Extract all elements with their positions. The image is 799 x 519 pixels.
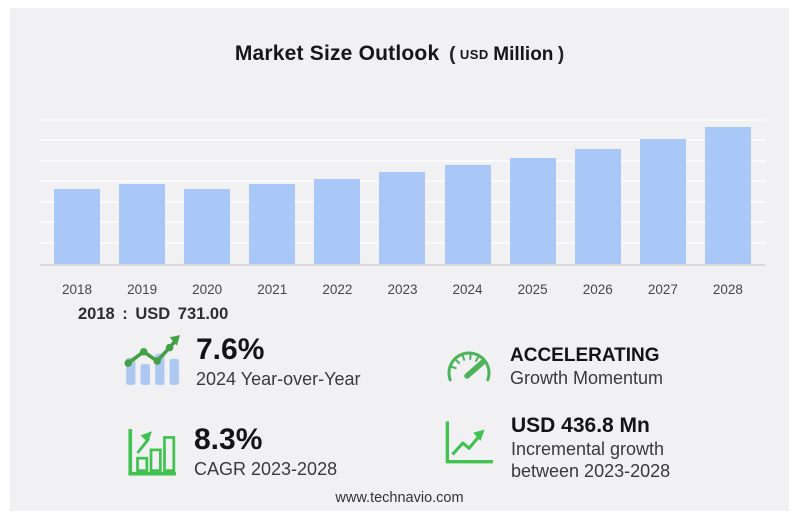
stat-incremental-label-line2: between 2023-2028: [511, 461, 671, 482]
bar-2019: [119, 184, 166, 264]
x-axis-label: 2024: [452, 282, 483, 297]
stat-incremental-label-line1: Incremental growth: [511, 439, 665, 460]
bar-2026: [574, 148, 621, 264]
x-axis-label: 2018: [61, 282, 93, 297]
title-paren-close: ): [557, 44, 565, 65]
bar-2024: [444, 164, 491, 264]
stat-cagr: 8.3% CAGR 2023-2028: [123, 423, 338, 486]
bar-2022: [314, 178, 361, 264]
x-axis-label: 2023: [387, 282, 418, 297]
title-unit: Million: [493, 44, 554, 65]
x-axis-label: 2020: [192, 282, 223, 297]
gridline: [40, 159, 765, 162]
bar-2025: [509, 157, 556, 264]
x-axis-label: 2027: [647, 282, 678, 297]
x-axis-label: 2028: [712, 282, 743, 297]
stat-momentum-value: ACCELERATING: [510, 345, 660, 366]
bar-2027: [639, 138, 686, 264]
chart-title: Market Size Outlook: [234, 42, 440, 65]
title-currency: USD: [459, 47, 489, 62]
bar-2018: [54, 189, 100, 264]
stat-cagr-value: 8.3%: [194, 423, 263, 456]
gridline: [40, 118, 765, 121]
bar-2021: [249, 184, 296, 264]
bar-chart-growth-icon: [123, 425, 179, 486]
gauge-icon: [443, 342, 495, 393]
stat-incremental: USD 436.8 Mn Incremental growth between …: [438, 415, 670, 483]
stat-momentum: ACCELERATING Growth Momentum: [443, 342, 663, 393]
stat-momentum-label: Growth Momentum: [510, 368, 664, 389]
bar-2028: [704, 127, 751, 264]
x-axis-label: 2026: [582, 282, 613, 297]
x-axis-label: 2025: [517, 282, 548, 297]
bar-2020: [184, 188, 231, 264]
x-axis-labels: 2018 2019 2020 2021 2022 2023 2024 2025 2026 2027…: [40, 274, 765, 297]
chart-plot: [40, 100, 765, 266]
stat-yoy-label: 2024 Year-over-Year: [196, 368, 361, 389]
bars-trend-up-icon: [123, 335, 181, 390]
bar-2023: [379, 171, 426, 264]
stat-yoy: 7.6% 2024 Year-over-Year: [123, 333, 361, 391]
stat-yoy-value: 7.6%: [196, 333, 265, 366]
x-axis-label: 2021: [257, 282, 288, 297]
page-title: Market Size Outlook ( USD Million ): [10, 42, 789, 66]
base-year-value: 2018 : USD 731.00: [78, 305, 229, 323]
gridline: [40, 139, 765, 141]
x-axis-label: 2022: [322, 282, 353, 297]
title-paren-open: (: [449, 44, 456, 65]
line-chart-growth-icon: [438, 415, 496, 472]
stat-cagr-label: CAGR 2023-2028: [194, 458, 338, 479]
stat-incremental-value: USD 436.8 Mn: [511, 414, 650, 437]
source-url: www.technavio.com: [335, 490, 464, 506]
x-axis-label: 2019: [127, 282, 158, 297]
infographic-panel: Market Size Outlook ( USD Million ) 2018…: [10, 8, 789, 511]
